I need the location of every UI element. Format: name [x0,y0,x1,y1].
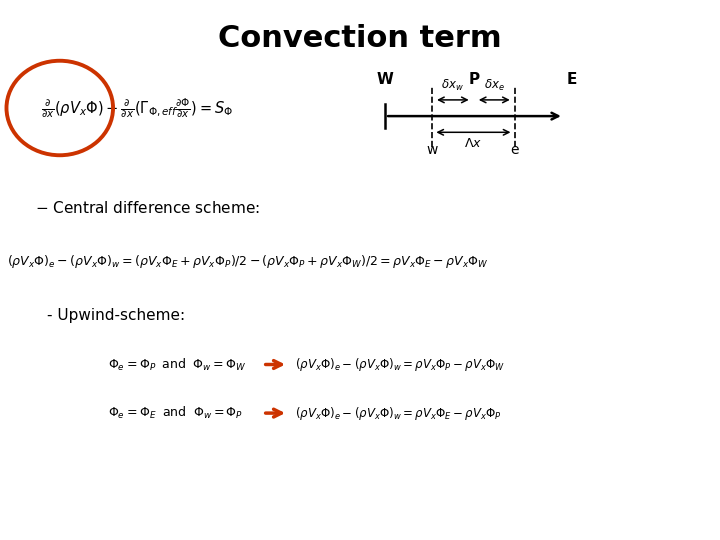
Text: $\Phi_e = \Phi_P\;$ and $\;\Phi_w = \Phi_W$: $\Phi_e = \Phi_P\;$ and $\;\Phi_w = \Phi… [108,356,246,373]
Text: $\Lambda x$: $\Lambda x$ [464,137,482,150]
Text: w: w [426,143,438,157]
Text: $\delta x_e$: $\delta x_e$ [484,78,505,93]
Text: W: W [377,72,394,87]
Text: E: E [567,72,577,87]
Text: $\Phi_e = \Phi_E\;$ and $\;\Phi_w = \Phi_P$: $\Phi_e = \Phi_E\;$ and $\;\Phi_w = \Phi… [108,405,243,421]
Text: $-$ Central difference scheme:: $-$ Central difference scheme: [35,200,259,216]
Text: e: e [510,143,519,157]
Text: P: P [468,72,480,87]
Text: - Upwind-scheme:: - Upwind-scheme: [47,308,185,323]
Text: $\frac{\partial}{\partial x}(\rho V_x\Phi) - \frac{\partial}{\partial x}(\Gamma_: $\frac{\partial}{\partial x}(\rho V_x\Ph… [41,96,233,120]
Text: Convection term: Convection term [218,24,502,53]
Text: $(\rho V_x\Phi)_e - (\rho V_x\Phi)_w = (\rho V_x\Phi_E + \rho V_x\Phi_P)/2 - (\r: $(\rho V_x\Phi)_e - (\rho V_x\Phi)_w = (… [7,253,489,271]
Text: $(\rho V_x\Phi)_e - (\rho V_x\Phi)_w = \rho V_x\Phi_P - \rho V_x\Phi_W$: $(\rho V_x\Phi)_e - (\rho V_x\Phi)_w = \… [295,356,505,373]
Text: $\delta x_w$: $\delta x_w$ [441,78,464,93]
Text: $(\rho V_x\Phi)_e - (\rho V_x\Phi)_w = \rho V_x\Phi_E - \rho V_x\Phi_P$: $(\rho V_x\Phi)_e - (\rho V_x\Phi)_w = \… [295,404,502,422]
